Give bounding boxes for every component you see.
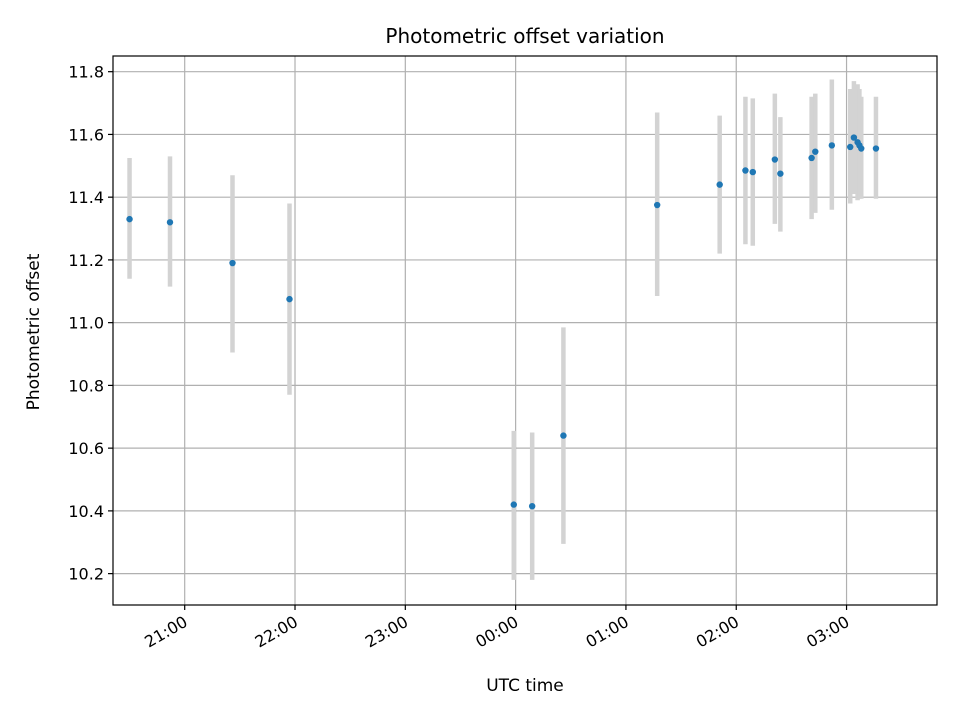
data-point (742, 167, 749, 174)
plot-frame (112, 55, 938, 606)
y-tick-label: 11.6 (68, 125, 104, 144)
y-tick-label: 11.2 (68, 251, 104, 270)
y-axis-label: Photometric offset (24, 253, 44, 410)
data-point (808, 154, 815, 162)
y-tick-label: 10.8 (68, 376, 104, 395)
y-tick-label: 10.2 (68, 565, 104, 584)
data-point (858, 145, 865, 152)
data-point (716, 181, 723, 188)
data-point (847, 143, 854, 151)
data-point (528, 502, 536, 510)
y-tick-label: 11.8 (68, 63, 104, 82)
data-point (777, 170, 784, 177)
y-tick-label: 11.0 (68, 314, 104, 333)
y-tick-label: 10.4 (68, 502, 104, 521)
data-point (229, 259, 236, 267)
grid (113, 56, 937, 605)
y-axis-ticks: 10.2 10.4 10.6 10.8 11.0 11.2 11.4 11.6 11.8 (68, 63, 113, 584)
data-point (850, 134, 858, 141)
data-point (510, 501, 517, 508)
data-point (560, 432, 567, 439)
data-point (771, 156, 779, 163)
data-point (653, 201, 661, 209)
y-tick-label: 10.6 (68, 439, 104, 458)
data-point (749, 168, 756, 176)
data-point (286, 295, 293, 303)
data-points (126, 134, 880, 510)
x-axis-label: UTC time (486, 676, 564, 696)
y-tick-label: 11.4 (68, 188, 104, 207)
data-point (812, 148, 819, 155)
chart-title: Photometric offset variation (385, 24, 664, 48)
data-point (872, 145, 880, 152)
data-point (126, 215, 133, 223)
data-point (166, 219, 174, 226)
data-point (828, 142, 836, 149)
